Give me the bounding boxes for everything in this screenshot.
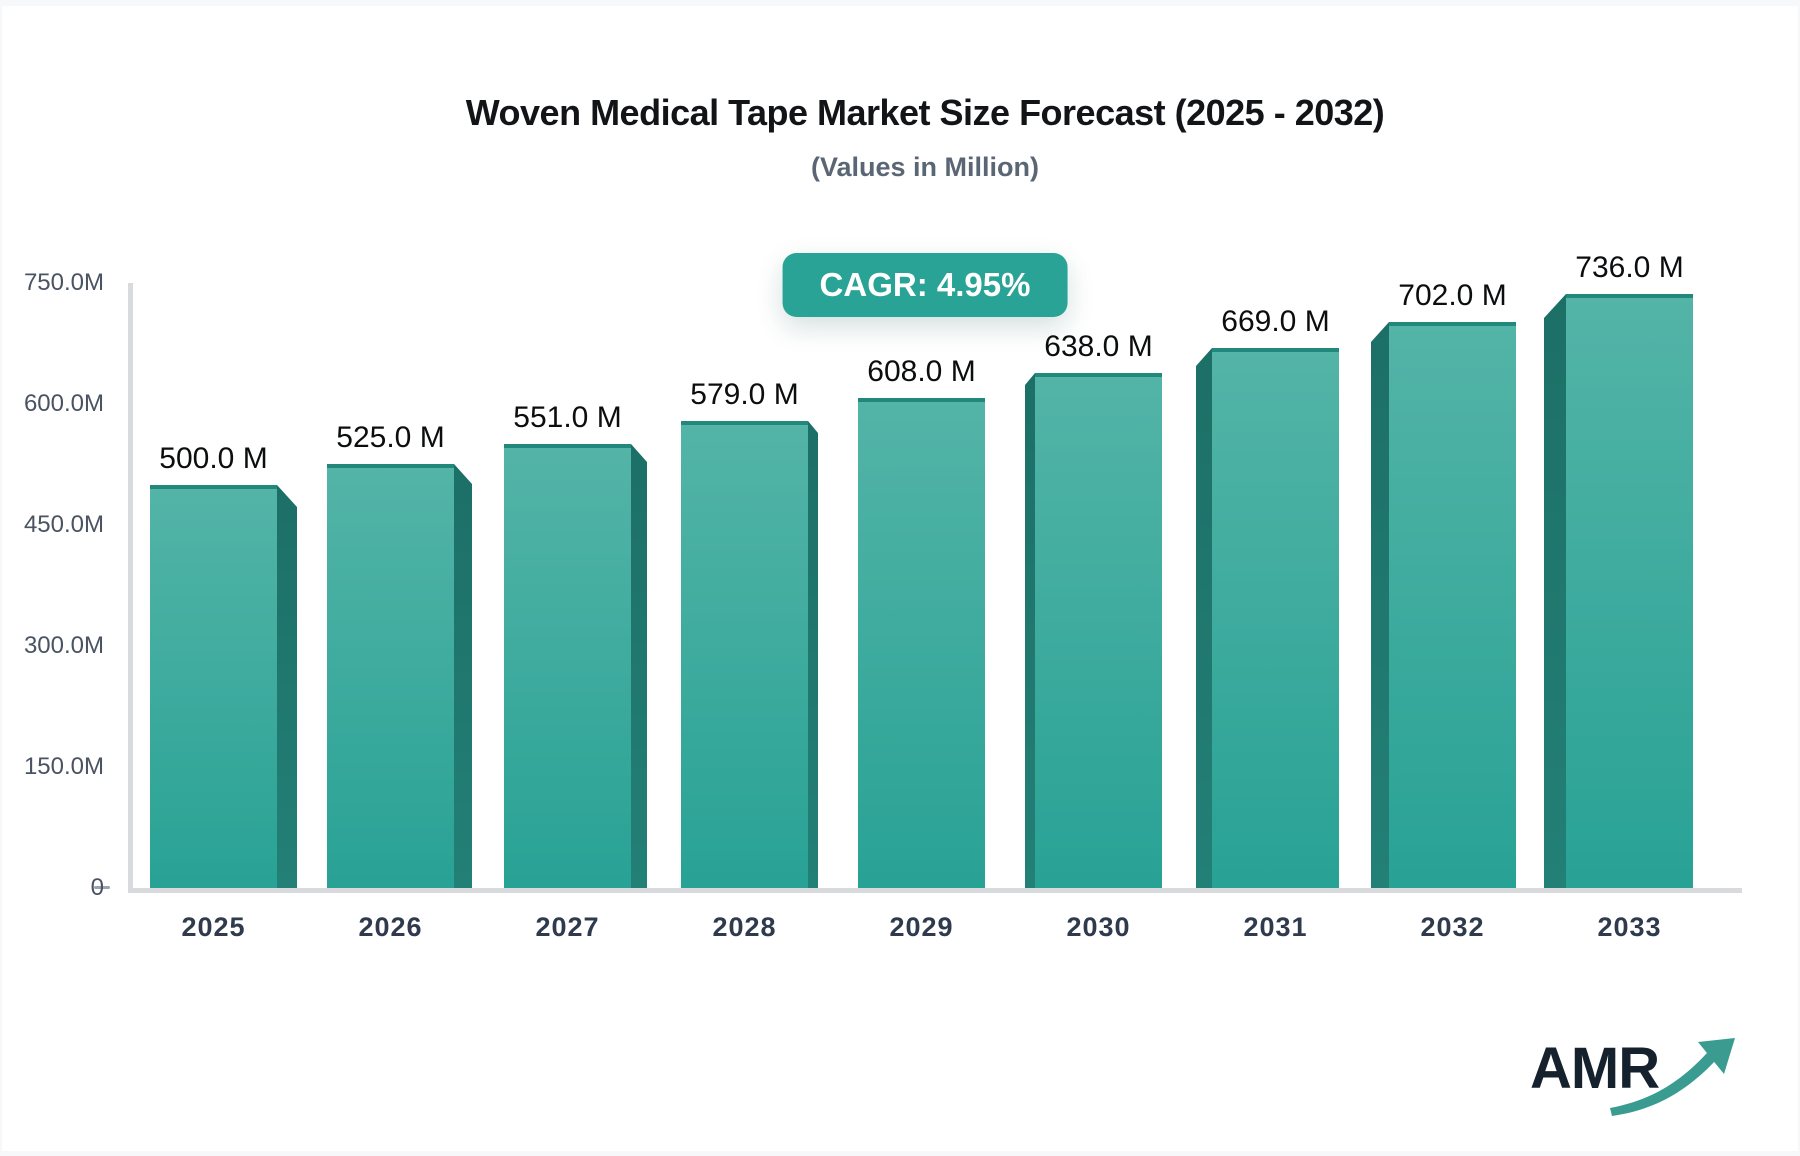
cagr-badge: CAGR: 4.95% <box>782 253 1068 317</box>
bar-value-label: 638.0 M <box>1044 330 1153 363</box>
amr-logo-arrowhead-icon <box>1698 1038 1735 1074</box>
bar-value-label: 525.0 M <box>336 421 445 454</box>
bar-side-face <box>1025 373 1035 888</box>
x-tick-label-2026: 2026 <box>358 912 423 942</box>
bar-2026[interactable]: 525.0 M <box>327 421 472 888</box>
x-tick-label-2029: 2029 <box>889 912 954 942</box>
bar-side-face <box>631 444 647 888</box>
bar-side-face <box>1371 322 1389 888</box>
chart-subtitle: (Values in Million) <box>810 152 1040 182</box>
chart-header: Woven Medical Tape Market Size Forecast … <box>60 92 1790 183</box>
bar-face <box>1035 373 1162 888</box>
bar-value-label: 669.0 M <box>1221 305 1330 338</box>
bar-2029[interactable]: 608.0 M <box>858 355 985 888</box>
x-tick-label-2027: 2027 <box>535 912 600 942</box>
bar-side-face <box>1544 294 1566 888</box>
y-tick-label: 600.0M <box>23 390 104 417</box>
bar-2031[interactable]: 669.0 M <box>1196 305 1339 888</box>
bar-side-face <box>808 421 818 888</box>
y-axis-line <box>128 283 133 892</box>
y-tick-label: 450.0M <box>23 511 104 538</box>
bar-side-face <box>1196 348 1212 888</box>
bar-value-label: 551.0 M <box>513 401 622 434</box>
bar-value-label: 500.0 M <box>159 442 268 475</box>
x-tick-label-2033: 2033 <box>1597 912 1662 942</box>
bar-2028[interactable]: 579.0 M <box>681 378 818 888</box>
bar-2027[interactable]: 551.0 M <box>504 401 647 888</box>
bar-face <box>504 444 631 888</box>
x-axis-line <box>128 888 1742 893</box>
bar-2025[interactable]: 500.0 M <box>150 442 297 888</box>
chart-title: Woven Medical Tape Market Size Forecast … <box>465 92 1385 133</box>
bar-2030[interactable]: 638.0 M <box>1025 330 1162 888</box>
y-tick-label: 300.0M <box>23 632 104 659</box>
x-tick-label-2025: 2025 <box>181 912 246 942</box>
bar-2033[interactable]: 736.0 M <box>1544 251 1693 888</box>
bar-value-label: 579.0 M <box>690 378 799 411</box>
bar-2032[interactable]: 702.0 M <box>1371 279 1516 888</box>
bar-value-label: 736.0 M <box>1575 251 1684 284</box>
bar-face <box>327 464 454 888</box>
amr-logo-text: AMR <box>1530 1036 1659 1101</box>
y-axis-zero-tick <box>94 886 110 889</box>
x-tick-label-2032: 2032 <box>1420 912 1485 942</box>
amr-logo-arrow-icon <box>1610 1053 1716 1116</box>
bar-face <box>1389 322 1516 888</box>
y-tick-label: 0 <box>90 874 104 901</box>
bar-value-label: 608.0 M <box>867 355 976 388</box>
bar-face <box>681 421 808 888</box>
bar-face <box>150 485 277 888</box>
y-tick-label: 150.0M <box>23 753 104 780</box>
bar-face <box>858 398 985 888</box>
x-tick-label-2028: 2028 <box>712 912 777 942</box>
bar-value-label: 702.0 M <box>1398 279 1507 312</box>
bar-face <box>1566 294 1693 888</box>
x-tick-label-2030: 2030 <box>1066 912 1131 942</box>
bar-side-face <box>454 464 472 888</box>
y-tick-label: 750.0M <box>23 269 104 296</box>
x-tick-label-2031: 2031 <box>1243 912 1308 942</box>
bar-side-face <box>277 485 297 888</box>
bar-face <box>1212 348 1339 888</box>
amr-logo: AMR <box>1530 1036 1735 1116</box>
